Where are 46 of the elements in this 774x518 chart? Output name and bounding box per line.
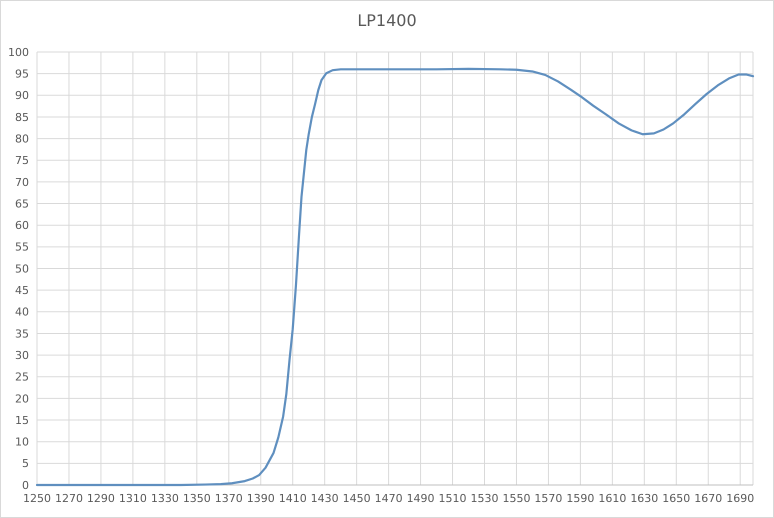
y-tick-label: 15 (15, 414, 29, 427)
y-tick-label: 30 (15, 348, 29, 362)
y-tick-label: 45 (15, 284, 29, 297)
x-tick-label: 1430 (310, 492, 339, 505)
y-tick-label: 60 (15, 219, 29, 232)
chart-title: LP1400 (357, 11, 417, 30)
x-tick-label: 1550 (502, 492, 530, 505)
x-tick-label: 1590 (566, 492, 594, 505)
x-tick-label: 1610 (598, 492, 626, 505)
y-tick-label: 70 (15, 176, 29, 189)
y-tick-label: 80 (15, 132, 29, 146)
x-tick-label: 1250 (23, 492, 51, 505)
x-tick-label: 1390 (246, 492, 275, 505)
x-tick-label: 1450 (342, 492, 371, 505)
x-tick-label: 1690 (726, 492, 754, 505)
y-tick-label: 5 (22, 457, 29, 470)
x-tick-label: 1650 (662, 492, 690, 505)
x-tick-label: 1350 (182, 492, 211, 505)
y-tick-label: 95 (15, 68, 29, 80)
y-tick-label: 75 (15, 154, 29, 168)
y-tick-label: 25 (15, 370, 29, 384)
line-series (36, 68, 754, 486)
y-tick-label: 0 (22, 478, 29, 492)
y-tick-label: 55 (15, 240, 29, 254)
y-tick-label: 40 (15, 306, 29, 319)
x-tick-label: 1270 (54, 492, 83, 505)
y-tick-label: 85 (15, 110, 29, 124)
y-tick-label: 10 (15, 436, 29, 449)
y-tick-label: 20 (15, 392, 29, 406)
y-tick-label: 50 (15, 262, 29, 276)
x-tick-label: 1510 (438, 492, 467, 505)
x-tick-label: 1630 (630, 492, 658, 505)
y-tick-label: 35 (15, 327, 29, 340)
x-tick-label: 1410 (278, 492, 307, 505)
x-tick-label: 1330 (150, 492, 179, 505)
x-tick-label: 1310 (118, 492, 147, 505)
x-tick-label: 1670 (694, 492, 722, 505)
x-tick-label: 1370 (214, 492, 243, 505)
y-tick-label: 90 (15, 89, 29, 102)
y-tick-label: 65 (15, 197, 29, 210)
x-tick-label: 1530 (470, 492, 498, 505)
x-tick-label: 1470 (374, 492, 403, 505)
x-tick-label: 1290 (86, 492, 115, 505)
x-tick-label: 1570 (534, 492, 562, 505)
x-tick-label: 1490 (406, 492, 435, 505)
y-tick-label: 100 (8, 46, 29, 59)
